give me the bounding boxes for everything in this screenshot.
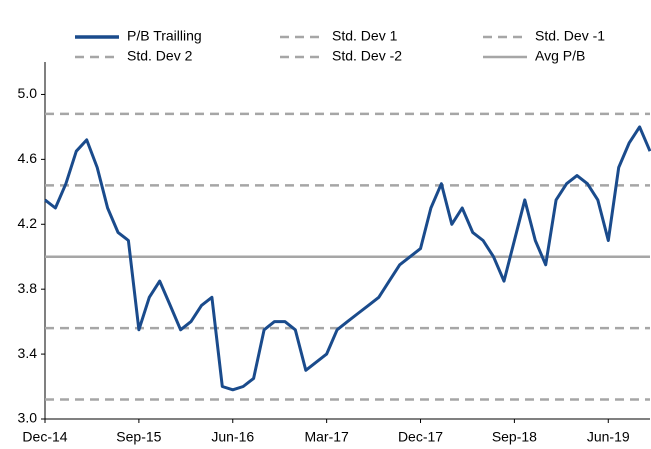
legend-label: Std. Dev 2: [127, 48, 193, 64]
x-tick-label: Jun-19: [587, 429, 630, 445]
legend-label: P/B Trailling: [127, 28, 202, 44]
x-tick-label: Mar-17: [304, 429, 349, 445]
x-tick-label: Dec-17: [398, 429, 443, 445]
y-tick-label: 3.4: [18, 345, 38, 361]
y-tick-label: 3.8: [18, 280, 38, 296]
line: [44, 125, 651, 392]
x-tick-label: Dec-14: [22, 429, 67, 445]
legend-label: Avg P/B: [535, 48, 585, 64]
y-tick-label: 3.0: [18, 410, 38, 426]
x-tick-label: Sep-18: [492, 429, 537, 445]
legend-label: Std. Dev -2: [332, 48, 402, 64]
legend-label: Std. Dev -1: [535, 28, 605, 44]
y-tick-label: 5.0: [18, 85, 38, 101]
x-tick-label: Sep-15: [116, 429, 161, 445]
x-tick-label: Jun-16: [211, 429, 254, 445]
y-tick-label: 4.6: [18, 150, 38, 166]
y-tick-label: 4.2: [18, 215, 38, 231]
legend-label: Std. Dev 1: [332, 28, 398, 44]
